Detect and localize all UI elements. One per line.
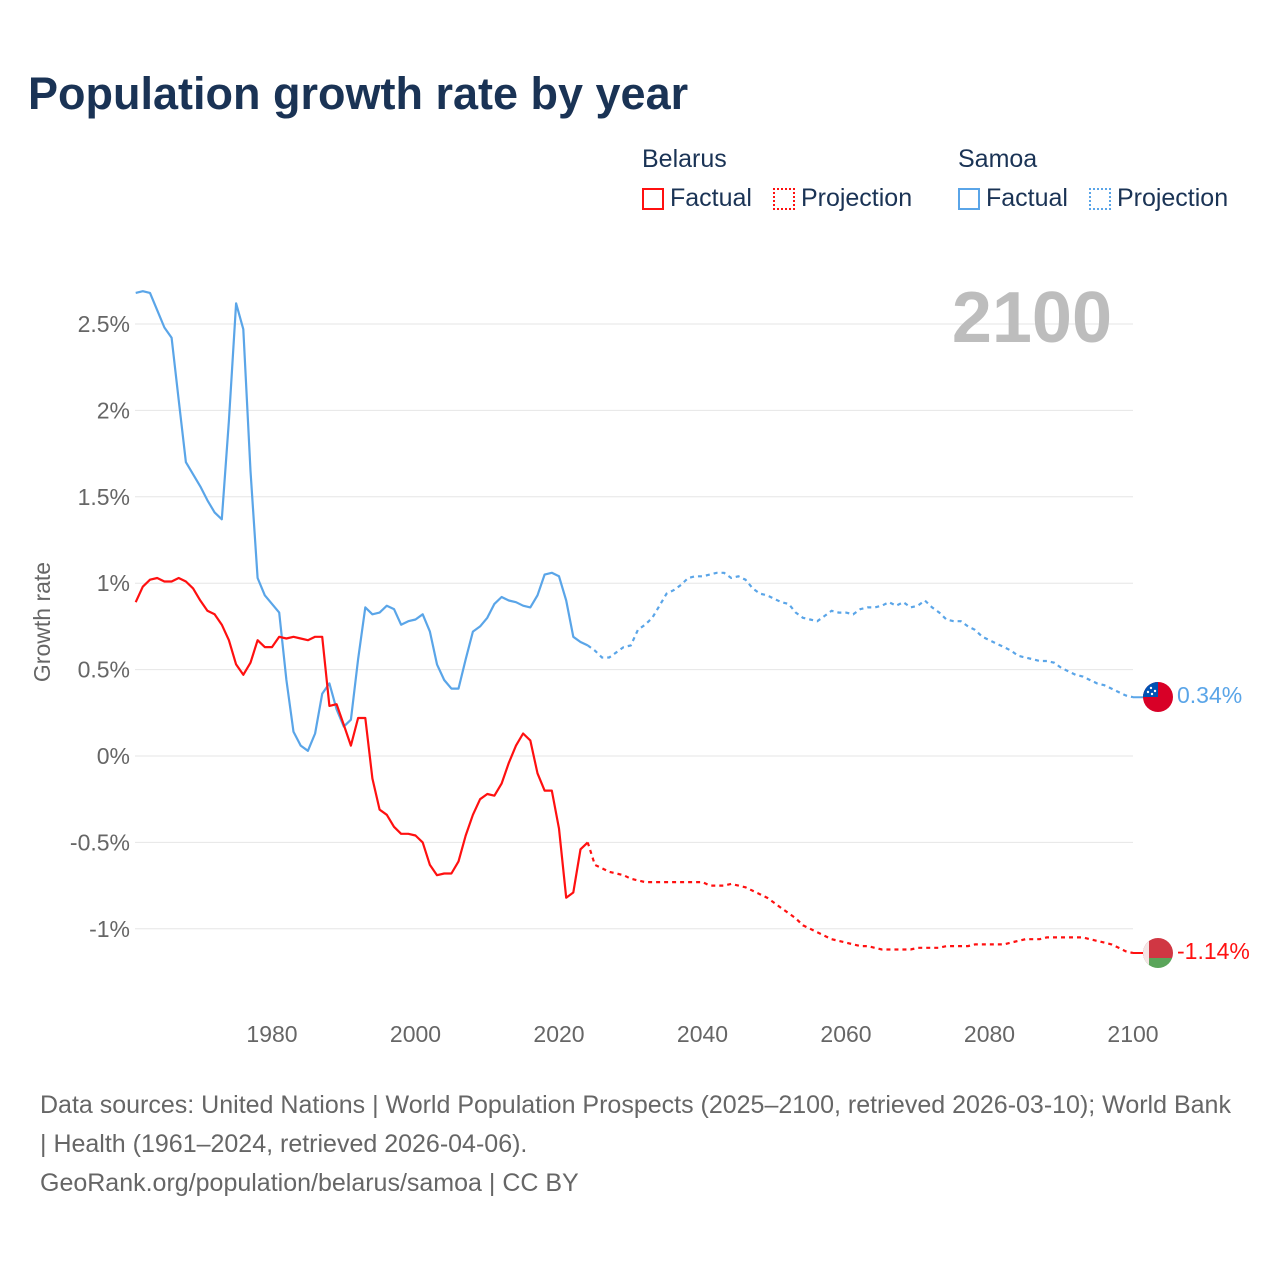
legend-swatch-dotted: [772, 187, 795, 210]
legend-samoa: Samoa Factual Projection: [958, 145, 1242, 217]
x-tick-label: 2080: [964, 1021, 1015, 1047]
chart-title: Population growth rate by year: [28, 68, 689, 119]
y-tick-label: 1.5%: [78, 484, 130, 510]
y-tick-label: 0.5%: [78, 657, 130, 683]
x-tick-label: 2060: [820, 1021, 871, 1047]
legend-label: Factual: [986, 184, 1068, 212]
belarus-flag-icon: [1143, 938, 1173, 968]
belarus-end-value: -1.14%: [1177, 938, 1250, 964]
x-tick-label: 2020: [533, 1021, 584, 1047]
x-tick-label: 1980: [246, 1021, 297, 1047]
legend-belarus-name: Belarus: [642, 145, 727, 173]
y-tick-label: 2.5%: [78, 311, 130, 337]
legend-swatch-solid: [642, 187, 664, 210]
y-tick-label: 1%: [97, 570, 130, 596]
x-tick-label: 2040: [677, 1021, 728, 1047]
x-tick-label: 2100: [1107, 1021, 1158, 1047]
x-tick-label: 2000: [390, 1021, 441, 1047]
legend-swatch-solid: [958, 187, 980, 210]
legend-belarus-factual[interactable]: Factual: [642, 184, 752, 213]
samoa-end-value: 0.34%: [1177, 682, 1243, 708]
legend-label: Projection: [1116, 184, 1229, 212]
year-watermark: 2100: [952, 278, 1112, 358]
legend-swatch-dotted: [1088, 187, 1111, 210]
footer: Data sources: United Nations | World Pop…: [40, 1086, 1240, 1203]
source-link[interactable]: GeoRank.org/population/belarus/samoa | C…: [40, 1169, 579, 1197]
legend-belarus-projection[interactable]: Projection: [772, 184, 913, 213]
samoa-factual-line: [135, 290, 589, 752]
y-tick-label: -1%: [89, 916, 130, 942]
y-tick-label: -0.5%: [70, 829, 130, 855]
belarus-projection-line: [586, 842, 1134, 955]
belarus-factual-line: [134, 576, 589, 899]
y-axis-label: Growth rate: [29, 562, 55, 682]
samoa-flag-icon: [1143, 682, 1173, 712]
samoa-projection-line: [587, 571, 1134, 699]
y-tick-label: 0%: [97, 743, 130, 769]
data-sources: Data sources: United Nations | World Pop…: [40, 1091, 1231, 1158]
legend-label: Projection: [800, 184, 913, 212]
y-tick-label: 2%: [97, 397, 130, 423]
legend-samoa-projection[interactable]: Projection: [1088, 184, 1229, 213]
legend-samoa-name: Samoa: [958, 145, 1038, 173]
legend-label: Factual: [670, 184, 752, 212]
legend-samoa-factual[interactable]: Factual: [958, 184, 1068, 213]
legend-belarus: Belarus Factual Projection: [642, 145, 926, 217]
